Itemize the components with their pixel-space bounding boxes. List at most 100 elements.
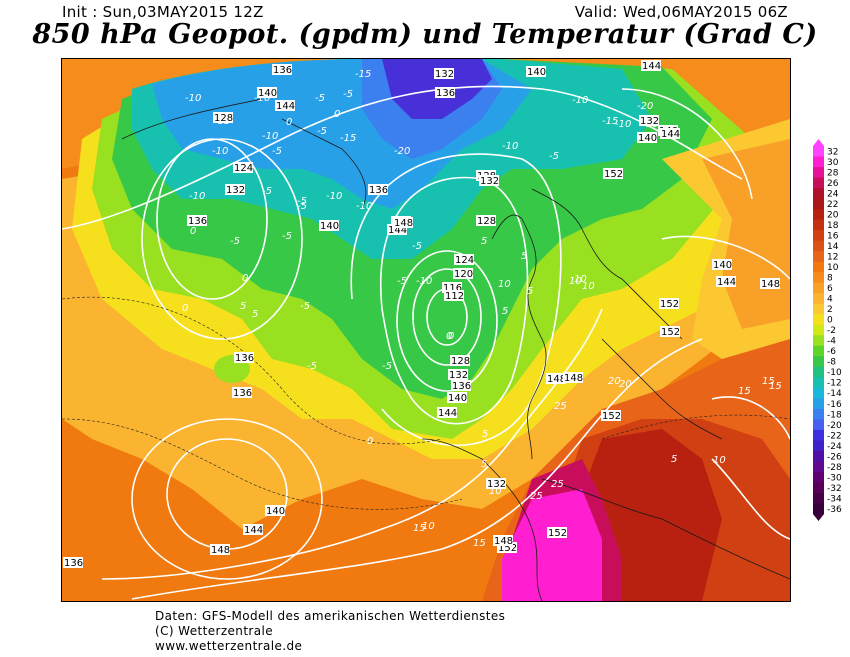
isotherm-label: 0 (334, 109, 340, 120)
geopotential-height-label: 144 (642, 61, 661, 72)
color-scale-swatch (813, 261, 824, 273)
isotherm-label: 0 (286, 117, 292, 128)
height-label-background (272, 64, 292, 75)
geopotential-height-label: 136 (273, 65, 292, 76)
color-scale-label: -12 (827, 379, 842, 389)
color-scale-label: 10 (827, 263, 839, 273)
geopotential-height-label: 140 (527, 67, 546, 78)
color-scale-swatch (813, 198, 824, 210)
color-scale-label: -18 (827, 410, 842, 420)
color-scale-swatch (813, 272, 824, 284)
isotherm-label: 5 (481, 459, 487, 470)
geopotential-height-label: 128 (451, 356, 470, 367)
height-label-background (234, 352, 254, 363)
isotherm-label: 5 (240, 301, 246, 312)
geopotential-height-label: 132 (487, 479, 506, 490)
color-scale-label: -26 (827, 452, 842, 462)
geopotential-height-label: 152 (604, 169, 623, 180)
isotherm-label: 25 (530, 491, 543, 502)
color-scale-label: 12 (827, 253, 838, 263)
height-label-background (453, 268, 473, 279)
color-scale-swatch (813, 177, 824, 189)
color-scale-swatch (813, 408, 824, 420)
geopotential-height-label: 132 (449, 370, 468, 381)
height-label-background (659, 298, 679, 309)
geopotential-height-label: 144 (244, 525, 263, 536)
geopotential-height-label: 148 (394, 218, 413, 229)
color-scale-swatch (813, 461, 824, 473)
height-label-background (368, 184, 388, 195)
height-label-background (444, 290, 464, 301)
isotherm-label: -5 (412, 241, 422, 252)
color-scale-label: -36 (827, 505, 842, 515)
color-scale-label: -34 (827, 494, 842, 504)
geopotential-height-label: 136 (235, 353, 254, 364)
height-label-background (603, 168, 623, 179)
isotherm-label: 0 (242, 273, 248, 284)
height-label-background (450, 355, 470, 366)
color-scale-swatch (813, 419, 824, 431)
color-scale-label: -6 (827, 347, 836, 357)
height-label-background (497, 542, 517, 553)
height-label-background (319, 220, 339, 231)
height-label-background (275, 100, 295, 111)
color-scale-swatch (813, 440, 824, 452)
coastlines (121, 98, 790, 601)
website-link[interactable]: www.wetterzentrale.de (155, 639, 303, 653)
height-label-background (213, 112, 233, 123)
color-scale-label: -8 (827, 358, 836, 368)
geopotential-height-label: 132 (640, 116, 659, 127)
color-scale-swatch (813, 503, 824, 515)
color-scale-swatch (813, 219, 824, 231)
color-scale-label: -24 (827, 442, 842, 452)
isotherm-label: 15 (769, 381, 782, 392)
geopotential-height-label: 136 (436, 88, 455, 99)
isotherm-label: -10 (262, 131, 278, 142)
isotherm-label: 10 (582, 281, 595, 292)
isotherm-label: -10 (185, 93, 201, 104)
isotherm-lines (62, 296, 790, 510)
color-scale-label: 14 (827, 242, 839, 252)
color-scale-label: 0 (827, 316, 833, 326)
geopotential-height-label: 152 (548, 528, 567, 539)
color-scale-top-arrow (813, 139, 824, 146)
color-scale-swatch (813, 377, 824, 389)
isotherm-label: 0 (367, 436, 373, 447)
geopotential-height-label: 140 (266, 506, 285, 517)
height-label-background (393, 217, 413, 228)
geopotential-height-label: 132 (435, 69, 454, 80)
isotherm-label: -10 (615, 119, 631, 130)
isotherm-label: 25 (554, 401, 567, 412)
color-scale-label: -2 (827, 326, 836, 336)
isotherm-label: 5 (252, 309, 258, 320)
color-scale-swatch (813, 356, 824, 368)
height-label-background (639, 115, 659, 126)
isotherm-label: -5 (297, 201, 307, 212)
isotherm-label: 25 (551, 479, 564, 490)
chart-title: 850 hPa Geopot. (gpdm) und Temperatur (G… (32, 19, 818, 50)
temperature-color-scale: 32 30 28 26 24 22 20 18 16 14 12 10 8 6 4 2 0 -2 -4 -6 -8 -10… (813, 139, 842, 521)
color-scale-label: 28 (827, 168, 839, 178)
geopotential-height-label: 144 (388, 225, 407, 236)
color-scale-swatch (813, 230, 824, 242)
color-scale-swatch (813, 167, 824, 178)
geopotential-height-label: 136 (452, 381, 471, 392)
isotherm-label: 0 (448, 331, 454, 342)
geopotential-height-label: 112 (445, 291, 464, 302)
height-label-background (493, 535, 513, 546)
height-label-background (760, 278, 780, 289)
isotherm-label: -10 (254, 93, 270, 104)
height-label-background (486, 478, 506, 489)
height-label-background (232, 387, 252, 398)
color-scale-swatch (813, 293, 824, 305)
color-scale-label: -28 (827, 463, 842, 473)
isotherm-label: -5 (343, 89, 353, 100)
color-scale-swatch (813, 209, 824, 220)
isotherm-label: 15 (738, 386, 751, 397)
color-scale-label: -4 (827, 337, 836, 347)
geopotential-height-label: 152 (660, 299, 679, 310)
height-label-background (63, 557, 83, 568)
isotherm-label: 15 (413, 523, 426, 534)
color-scale-label: 6 (827, 284, 833, 294)
color-scale-swatch (813, 324, 824, 336)
